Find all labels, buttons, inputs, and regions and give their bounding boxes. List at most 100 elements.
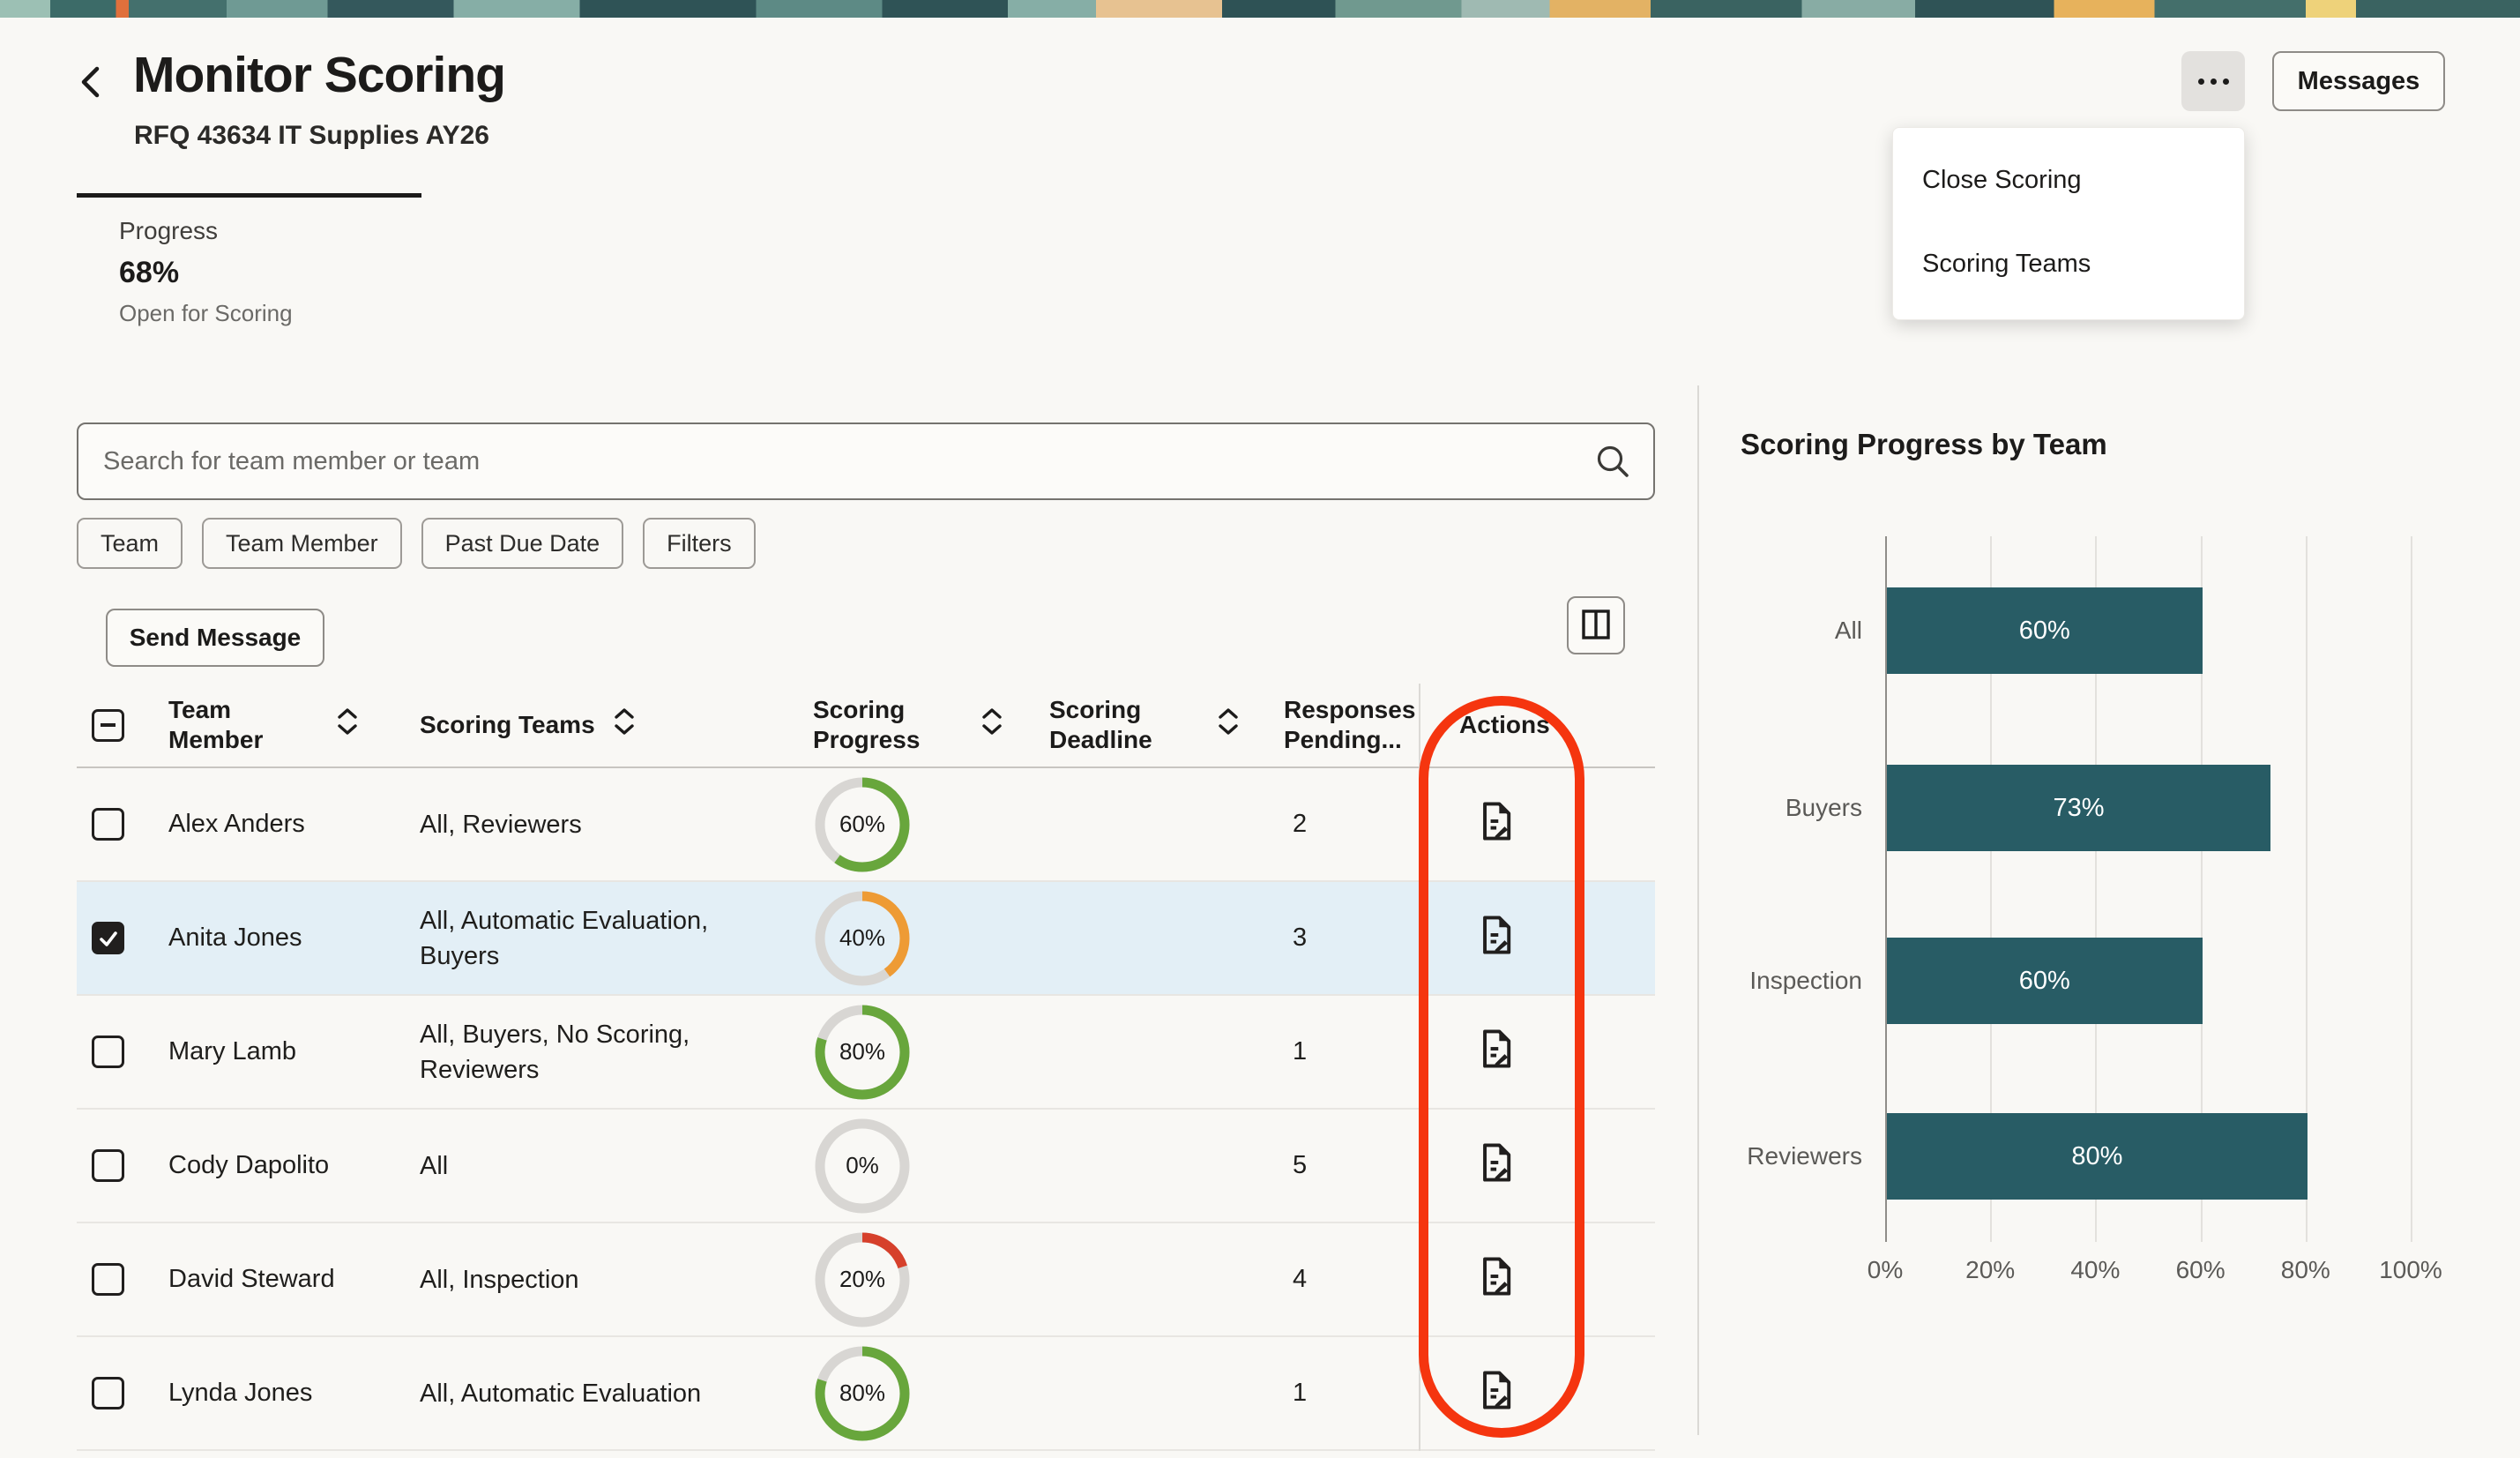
chart-gridline — [2095, 536, 2098, 1242]
table-row[interactable]: Anita Jones All, Automatic Evaluation, Bu… — [77, 882, 1655, 996]
menu-item-close-scoring[interactable]: Close Scoring — [1922, 166, 2082, 194]
messages-button[interactable]: Messages — [2272, 51, 2445, 111]
manage-columns-button[interactable] — [1567, 596, 1625, 654]
scoring-progress-ring: 40% — [815, 891, 910, 986]
chip-team[interactable]: Team — [77, 518, 183, 569]
overflow-menu-button[interactable] — [2181, 51, 2245, 111]
sort-icon[interactable] — [613, 706, 636, 744]
chart-bar-inspection — [1887, 938, 2203, 1024]
table-header-row: Team Member Scoring Teams Scoring Progre… — [77, 684, 1655, 768]
row-checkbox[interactable] — [92, 1149, 124, 1182]
search-input[interactable] — [77, 422, 1655, 500]
chart-category-label: Reviewers — [1747, 1142, 1862, 1170]
team-member-name: Mary Lamb — [168, 1037, 297, 1065]
responses-pending-count: 3 — [1293, 923, 1308, 952]
chart-category-label: Buyers — [1785, 794, 1862, 821]
chart-gridline — [2200, 536, 2203, 1242]
chart-title: Scoring Progress by Team — [1741, 428, 2107, 460]
chart-gridline — [1990, 536, 1993, 1242]
progress-status: Open for Scoring — [119, 300, 293, 326]
enter-scores-action-button[interactable] — [1473, 1368, 1517, 1412]
enter-scores-action-button[interactable] — [1473, 1027, 1517, 1071]
sort-icon[interactable] — [336, 706, 359, 744]
scoring-progress-ring: 80% — [815, 1005, 910, 1100]
chart-category-label: Inspection — [1749, 967, 1862, 994]
chip-team-member[interactable]: Team Member — [202, 518, 402, 569]
enter-scores-action-button[interactable] — [1473, 1140, 1517, 1185]
ellipsis-icon — [2197, 78, 2229, 85]
actions-column-divider — [1419, 684, 1420, 1451]
table-row[interactable]: Mary Lamb All, Buyers, No Scoring, Review… — [77, 996, 1655, 1110]
sort-icon[interactable] — [1217, 706, 1240, 744]
chart-x-tick-label: 40% — [2070, 1256, 2121, 1283]
chip-filters[interactable]: Filters — [643, 518, 756, 569]
row-checkbox[interactable] — [92, 808, 124, 841]
table-row[interactable]: Alex Anders All, Reviewers 60% 2 — [77, 768, 1655, 882]
table-row[interactable]: Lynda Jones All, Automatic Evaluation 80% 1 — [77, 1337, 1655, 1451]
scoring-progress-ring: 20% — [815, 1232, 910, 1327]
edit-document-icon — [1473, 915, 1517, 960]
responses-pending-count: 5 — [1293, 1151, 1308, 1179]
scoring-teams-list: All, Automatic Evaluation — [420, 1379, 702, 1408]
chart-bar-reviewers — [1887, 1113, 2308, 1200]
team-member-name: David Steward — [168, 1265, 335, 1293]
table-body: Alex Anders All, Reviewers 60% 2 Anita Jones… — [77, 768, 1655, 1451]
column-header-scoring-deadline[interactable]: Scoring Deadline — [1049, 696, 1152, 753]
chart-bar-value-label: 73% — [2053, 793, 2105, 822]
column-header-team-member[interactable]: Team Member — [168, 696, 264, 753]
chart-bar-all — [1887, 587, 2203, 674]
search-bar — [77, 422, 1655, 500]
scoring-progress-value: 0% — [846, 1152, 879, 1178]
enter-scores-action-button[interactable] — [1473, 913, 1517, 957]
chart-gridline — [2411, 536, 2412, 1242]
chart-x-tick-label: 100% — [2379, 1256, 2442, 1283]
edit-document-icon — [1473, 1142, 1517, 1187]
enter-scores-action-button[interactable] — [1473, 799, 1517, 843]
sort-icon[interactable] — [980, 706, 1003, 744]
scoring-progress-ring: 80% — [815, 1346, 910, 1441]
back-button[interactable] — [71, 62, 113, 104]
column-header-scoring-progress[interactable]: Scoring Progress — [813, 696, 921, 753]
scoring-progress-value: 80% — [839, 1038, 886, 1065]
scoring-progress-value: 20% — [839, 1266, 886, 1292]
row-checkbox[interactable] — [92, 1377, 124, 1409]
scoring-teams-list: All — [420, 1151, 449, 1180]
title-underline — [77, 193, 421, 198]
edit-document-icon — [1473, 1370, 1517, 1415]
responses-pending-count: 2 — [1293, 810, 1308, 838]
chart-bar-value-label: 60% — [2018, 616, 2070, 645]
column-header-responses-pending[interactable]: Responses Pending... — [1284, 696, 1416, 753]
row-checkbox[interactable] — [92, 1036, 124, 1068]
scoring-teams-list: All, Reviewers — [420, 810, 582, 839]
responses-pending-count: 4 — [1293, 1265, 1308, 1293]
columns-icon — [1579, 607, 1613, 645]
chart-x-tick-label: 0% — [1867, 1256, 1904, 1283]
chart-y-axis — [1885, 536, 1887, 1242]
filter-chip-bar: Team Team Member Past Due Date Filters — [77, 518, 756, 569]
column-header-actions: Actions — [1459, 711, 1550, 738]
select-all-checkbox[interactable] — [92, 708, 124, 742]
table-row[interactable]: Cody Dapolito All 0% 5 — [77, 1110, 1655, 1223]
team-member-name: Anita Jones — [168, 923, 302, 952]
edit-document-icon — [1473, 1028, 1517, 1073]
scoring-progress-value: 60% — [839, 811, 886, 837]
row-checkbox[interactable] — [92, 922, 124, 954]
menu-item-scoring-teams[interactable]: Scoring Teams — [1922, 250, 2091, 278]
chip-past-due-date[interactable]: Past Due Date — [421, 518, 624, 569]
chart-bar-value-label: 60% — [2018, 966, 2070, 995]
scoring-progress-value: 40% — [839, 924, 886, 951]
send-message-button[interactable]: Send Message — [106, 609, 324, 667]
search-icon[interactable] — [1593, 442, 1632, 485]
row-checkbox[interactable] — [92, 1263, 124, 1296]
enter-scores-action-button[interactable] — [1473, 1254, 1517, 1298]
scoring-teams-list: All, Buyers, No Scoring, Reviewers — [420, 1020, 690, 1084]
chart-x-tick-label: 60% — [2175, 1256, 2226, 1283]
team-member-name: Alex Anders — [168, 810, 305, 838]
page-subtitle: RFQ 43634 IT Supplies AY26 — [134, 121, 489, 150]
scoring-teams-list: All, Automatic Evaluation, Buyers — [420, 906, 709, 970]
column-header-scoring-teams[interactable]: Scoring Teams — [420, 711, 595, 738]
responses-pending-count: 1 — [1293, 1379, 1308, 1407]
overflow-menu: Close Scoring Scoring Teams — [1892, 127, 2245, 320]
table-row[interactable]: David Steward All, Inspection 20% 4 — [77, 1223, 1655, 1337]
